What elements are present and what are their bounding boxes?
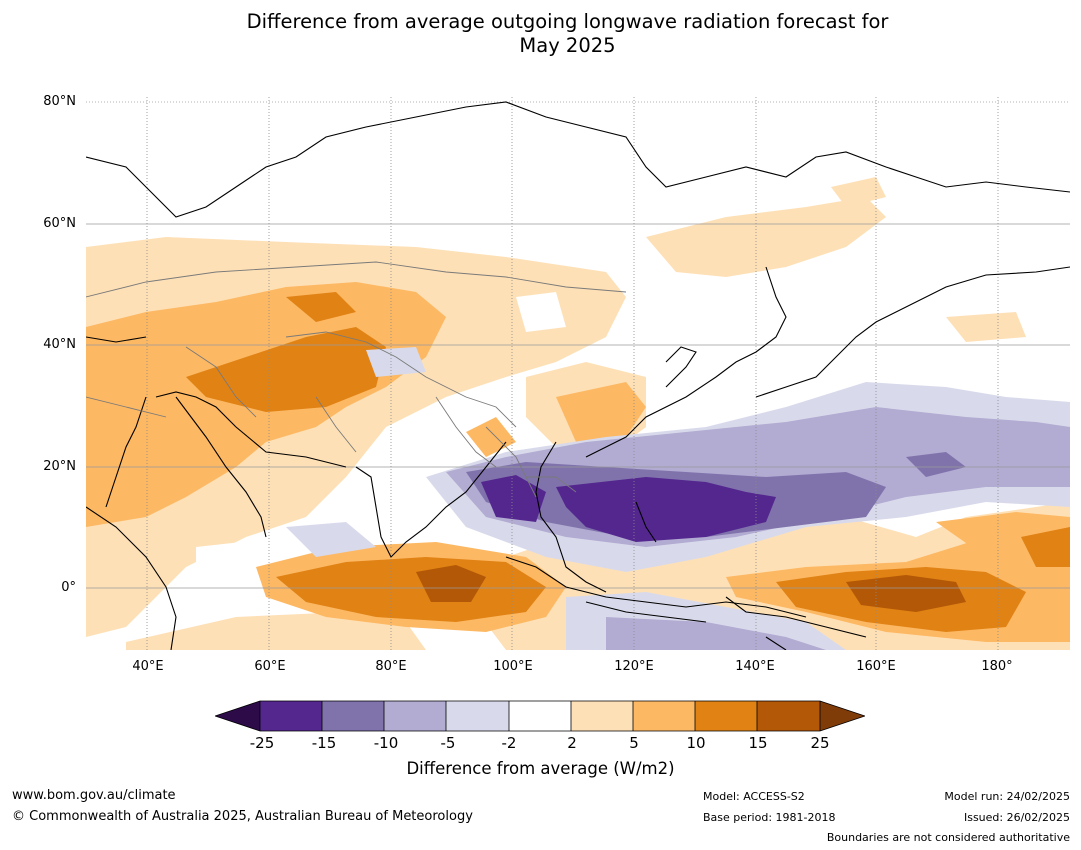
title-line-2: May 2025 [519, 34, 616, 57]
model-name: Model: ACCESS-S2 [703, 790, 805, 803]
colorbar-bin-2 [322, 701, 384, 731]
colorbar-bin-1 [260, 701, 322, 731]
boundaries-disclaimer: Boundaries are not considered authoritat… [826, 831, 1070, 844]
colorbar-tick-25: 25 [810, 734, 830, 752]
lat-label-0: 0° [61, 580, 76, 595]
colorbar-tick-neg25: -25 [249, 734, 275, 752]
colorbar-tick-neg10: -10 [373, 734, 399, 752]
colorbar-label: Difference from average (W/m2) [406, 759, 675, 778]
lon-label-140e: 140°E [735, 659, 775, 674]
colorbar [215, 700, 865, 732]
colorbar-bin-4 [446, 701, 509, 731]
map-title: Difference from average outgoing longwav… [0, 10, 1081, 58]
colorbar-tick-15: 15 [748, 734, 768, 752]
colorbar-bin-9 [757, 701, 820, 731]
colorbar-bin-8 [695, 701, 757, 731]
colorbar-tick-neg5: -5 [440, 734, 456, 752]
colorbar-tick-2: 2 [567, 734, 577, 752]
coastlines [86, 101, 1070, 650]
map-latlines [86, 101, 1070, 589]
lon-label-60e: 60°E [254, 659, 286, 674]
lat-label-20n: 20°N [43, 459, 76, 474]
lon-label-100e: 100°E [493, 659, 533, 674]
lon-label-160e: 160°E [856, 659, 896, 674]
colorbar-tick-neg2: -2 [501, 734, 517, 752]
issued-date: Issued: 26/02/2025 [963, 811, 1070, 824]
map-gridlines [146, 97, 999, 650]
lon-label-40e: 40°E [132, 659, 164, 674]
colorbar-bin-6 [571, 701, 633, 731]
lat-label-60n: 60°N [43, 216, 76, 231]
base-period: Base period: 1981-2018 [703, 811, 836, 824]
country-boundaries [86, 261, 627, 498]
website-link[interactable]: www.bom.gov.au/climate [12, 788, 176, 803]
lat-label-80n: 80°N [43, 94, 76, 109]
colorbar-tick-neg15: -15 [311, 734, 337, 752]
colorbar-low-extension [215, 701, 260, 731]
lon-label-120e: 120°E [614, 659, 654, 674]
model-run-date: Model run: 24/02/2025 [944, 790, 1070, 803]
anomaly-10-15-fill [186, 292, 1070, 632]
anomaly-15-25-fill [416, 565, 966, 612]
lat-label-40n: 40°N [43, 337, 76, 352]
colorbar-bin-5 [509, 701, 571, 731]
colorbar-bin-3 [384, 701, 446, 731]
colorbar-tick-5: 5 [629, 734, 639, 752]
lon-label-180: 180° [981, 659, 1013, 674]
colorbar-tick-10: 10 [686, 734, 706, 752]
title-line-1: Difference from average outgoing longwav… [246, 10, 889, 33]
colorbar-high-extension [820, 701, 865, 731]
anomaly-neg-15-25-fill [481, 475, 776, 542]
copyright-text: © Commonwealth of Australia 2025, Austra… [12, 809, 473, 824]
olr-anomaly-map [86, 97, 1070, 650]
colorbar-bin-7 [633, 701, 695, 731]
lon-label-80e: 80°E [375, 659, 407, 674]
